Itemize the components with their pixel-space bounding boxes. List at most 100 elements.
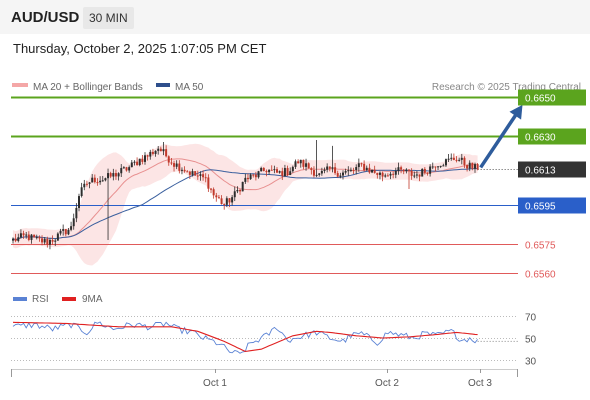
candle-body [202, 174, 205, 178]
candle [426, 172, 429, 176]
candle [310, 167, 313, 175]
candle-body [299, 159, 302, 164]
candle [431, 162, 434, 170]
candle [444, 158, 447, 167]
candle [107, 168, 110, 240]
candle-body [133, 161, 136, 163]
candle [236, 186, 239, 194]
candle-body [312, 170, 315, 176]
candle [442, 163, 445, 167]
candle-body [334, 167, 337, 174]
candle [85, 180, 88, 187]
candle [154, 150, 157, 157]
candle [334, 162, 337, 175]
candle [260, 166, 263, 172]
candle [415, 170, 418, 179]
candle [117, 172, 120, 181]
candle [278, 170, 281, 174]
candle [460, 153, 463, 165]
candle-body [331, 167, 334, 169]
candle-body [204, 177, 207, 179]
candle-body [289, 171, 292, 176]
candle-body [471, 162, 474, 169]
level-badge-0.6630 [518, 128, 586, 145]
candle [162, 141, 165, 156]
rsi-tick-70: 70 [525, 313, 537, 324]
candle [101, 175, 104, 182]
candle-body [72, 218, 75, 227]
candle [405, 168, 408, 174]
candle-body [373, 169, 376, 173]
candle-body [246, 177, 249, 180]
candle [371, 169, 374, 174]
candle-body [38, 237, 41, 239]
rsi-tick-30: 30 [525, 357, 537, 368]
candle-body [463, 157, 466, 166]
candle-body [122, 167, 125, 169]
candle-body [191, 171, 194, 175]
candle-body [175, 163, 178, 167]
candle-body [447, 158, 450, 160]
candle-body [352, 169, 355, 171]
candle-body [442, 165, 445, 167]
candle-body [138, 158, 141, 166]
candle-body [46, 238, 49, 245]
candle-body [220, 198, 223, 205]
candle [262, 167, 265, 172]
candle-body [339, 175, 342, 177]
candle-body [434, 166, 437, 168]
candles-layer [12, 140, 479, 250]
candle-body [460, 157, 463, 160]
candle-body [54, 240, 57, 242]
candle-body [128, 167, 131, 171]
rsi-ma9-line [12, 321, 478, 352]
candle-body [64, 229, 67, 235]
candle [59, 228, 62, 236]
candle-body [80, 187, 83, 197]
candle [344, 168, 347, 175]
candle [289, 167, 292, 176]
candle [204, 173, 207, 183]
candle-body [210, 188, 212, 190]
timeframe-badge[interactable]: 30 MIN [83, 7, 134, 29]
ma9-legend-swatch [62, 297, 76, 301]
candle [133, 160, 136, 166]
candle-body [297, 161, 300, 164]
candle-body [360, 163, 363, 165]
candle-body [141, 158, 144, 162]
candle [239, 188, 242, 195]
candle-body [30, 234, 33, 240]
candle-body [104, 178, 107, 181]
candle-body [215, 195, 218, 198]
candle-body [326, 166, 329, 170]
candle-body [17, 237, 20, 241]
candle-body [117, 173, 120, 177]
candle-body [452, 157, 455, 160]
candle-body [99, 180, 102, 183]
rsi-panel-layer: 70 50 30 [11, 313, 537, 368]
candle [64, 228, 67, 237]
candle-body [120, 168, 123, 174]
candle [447, 153, 450, 163]
candle-body [149, 151, 152, 157]
candle [363, 160, 366, 172]
candle [312, 166, 315, 178]
candle [186, 170, 189, 173]
candle [54, 238, 57, 247]
candle-body [410, 170, 413, 176]
candle-body [408, 169, 410, 171]
candle [291, 165, 294, 173]
candle-body [294, 161, 297, 167]
candle [83, 179, 86, 191]
candle-body [365, 167, 368, 171]
candle [194, 171, 197, 176]
candle-body [381, 172, 384, 177]
candle-body [186, 171, 189, 173]
candle-body [83, 183, 86, 188]
candle [130, 160, 133, 168]
candle [25, 231, 28, 239]
candle [355, 164, 358, 175]
x-label-Oct-2: Oct 2 [375, 378, 399, 389]
level-label-0.6630: 0.6630 [525, 133, 556, 144]
candle [273, 165, 276, 174]
